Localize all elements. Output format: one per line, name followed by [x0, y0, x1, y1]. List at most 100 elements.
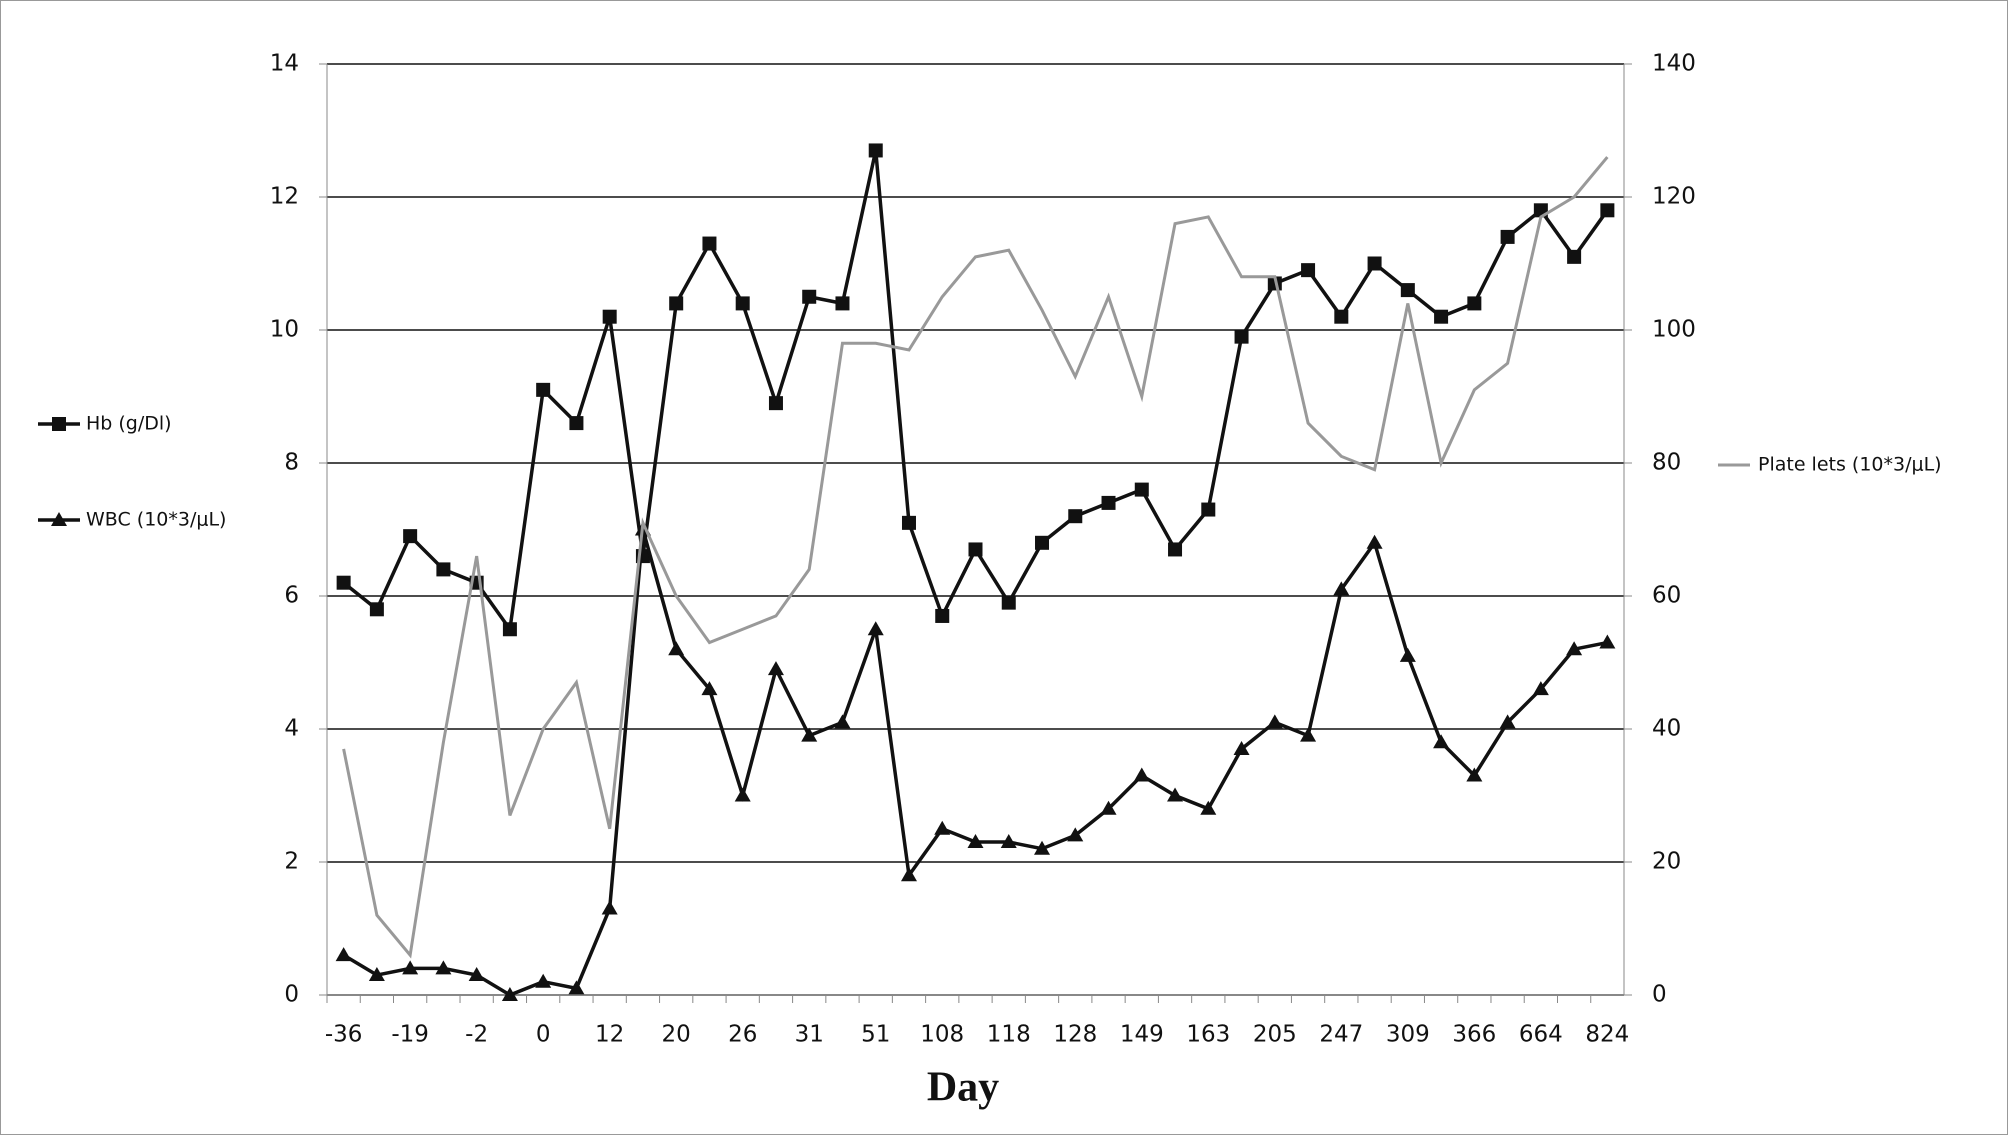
y2-tick-label: 140 — [1652, 51, 1696, 77]
point — [1500, 229, 1515, 244]
point — [968, 542, 983, 557]
point — [867, 621, 884, 636]
point — [935, 608, 950, 623]
point — [1300, 727, 1317, 742]
point — [601, 900, 618, 915]
point — [1499, 714, 1516, 729]
point — [1433, 734, 1450, 749]
point — [702, 236, 717, 251]
point — [1301, 263, 1316, 278]
y2-tick-label: 40 — [1652, 716, 1681, 742]
point — [1001, 595, 1016, 610]
y2-tick-label: 60 — [1652, 583, 1681, 609]
y-tick-label: 6 — [284, 583, 299, 609]
point — [335, 947, 352, 962]
x-tick-label: 309 — [1386, 1022, 1430, 1048]
y-tick-label: 10 — [270, 317, 299, 343]
point — [801, 727, 818, 742]
point — [501, 987, 518, 1001]
point — [802, 289, 817, 304]
point — [768, 396, 783, 411]
point — [369, 602, 384, 617]
x-tick-label: 824 — [1585, 1022, 1629, 1048]
legend-label: Plate lets (10*3/μL) — [1758, 454, 1942, 476]
point — [336, 575, 351, 590]
y-tick-label: 14 — [270, 51, 299, 77]
y2-tick-label: 120 — [1652, 184, 1696, 210]
point — [1367, 256, 1382, 271]
y2-tick-label: 80 — [1652, 450, 1681, 476]
x-tick-label: 366 — [1452, 1022, 1496, 1048]
y-tick-label: 4 — [284, 716, 299, 742]
x-tick-label: -36 — [325, 1022, 363, 1048]
point — [868, 143, 883, 158]
point — [1567, 249, 1582, 264]
point — [1101, 495, 1116, 510]
point — [735, 296, 750, 311]
point — [1068, 509, 1083, 524]
y2-tick-label: 0 — [1652, 982, 1667, 1008]
point — [569, 416, 584, 431]
point — [436, 562, 451, 577]
point — [1200, 800, 1217, 815]
point — [1201, 502, 1216, 517]
x-tick-label: 149 — [1120, 1022, 1164, 1048]
legend-label: WBC (10*3/μL) — [86, 509, 226, 531]
point — [1000, 834, 1017, 849]
point — [1133, 767, 1150, 782]
point — [1333, 581, 1350, 596]
point — [1035, 535, 1050, 550]
x-tick-label: 664 — [1519, 1022, 1563, 1048]
point — [734, 787, 751, 802]
x-axis-title: Day — [927, 1065, 999, 1111]
y-tick-label: 2 — [284, 849, 299, 875]
x-tick-label: 51 — [861, 1022, 890, 1048]
point — [536, 382, 551, 397]
point — [402, 960, 419, 975]
point — [1466, 767, 1483, 782]
point — [502, 622, 517, 637]
x-tick-label: 247 — [1319, 1022, 1363, 1048]
x-tick-label: 0 — [536, 1022, 551, 1048]
point — [668, 641, 685, 656]
y-tick-label: 12 — [270, 184, 299, 210]
point — [602, 309, 617, 324]
point — [403, 529, 418, 544]
point — [568, 980, 585, 995]
point — [1034, 840, 1051, 855]
point — [701, 681, 718, 696]
point — [1399, 647, 1416, 662]
legend-marker — [51, 512, 67, 526]
point — [835, 296, 850, 311]
x-tick-label: -19 — [391, 1022, 429, 1048]
point — [1067, 827, 1084, 842]
y-tick-label: 0 — [284, 982, 299, 1008]
x-tick-label: 31 — [795, 1022, 824, 1048]
point — [1168, 542, 1183, 557]
x-tick-label: 108 — [920, 1022, 964, 1048]
point — [901, 515, 916, 530]
point — [1100, 800, 1117, 815]
point — [1134, 482, 1149, 497]
point — [767, 661, 784, 676]
series-line — [342, 156, 1609, 959]
legend-marker — [52, 417, 66, 431]
point — [368, 967, 385, 982]
y-tick-label: 8 — [284, 450, 299, 476]
point — [1234, 329, 1249, 344]
x-tick-label: 118 — [987, 1022, 1031, 1048]
point — [1167, 787, 1184, 802]
point — [900, 867, 917, 882]
point — [1566, 641, 1583, 656]
point — [468, 967, 485, 982]
point — [934, 820, 951, 835]
point — [1266, 714, 1283, 729]
point — [535, 973, 552, 988]
point — [435, 960, 452, 975]
point — [1233, 740, 1250, 755]
point — [1400, 283, 1415, 298]
x-tick-label: 20 — [662, 1022, 691, 1048]
y2-tick-label: 20 — [1652, 849, 1681, 875]
